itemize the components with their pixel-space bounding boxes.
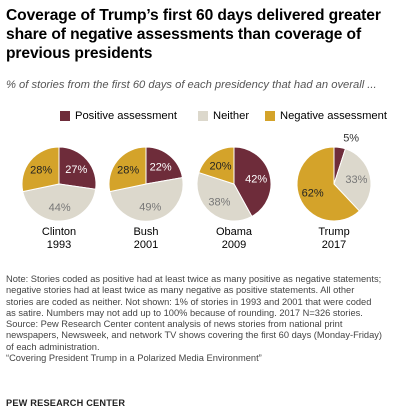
pie-label-trump-negative: 62% — [302, 187, 324, 199]
title-line: Coverage of Trump’s first 60 days delive… — [6, 7, 381, 24]
legend-swatch-positive — [60, 111, 70, 121]
pie-label-bush-neither: 49% — [139, 202, 161, 214]
pie-name-clinton: Clinton — [42, 226, 76, 238]
legend-label-neither: Neither — [213, 110, 250, 122]
pie-year-bush: 2001 — [134, 239, 158, 251]
pie-slice-obama-negative — [198, 146, 235, 185]
pie-slice-clinton-negative — [21, 146, 60, 193]
legend: Positive assessment Neither Negative ass… — [0, 110, 415, 124]
pie-slice-bush-positive — [145, 146, 184, 185]
title-line: previous presidents — [6, 45, 153, 62]
pie-slice-clinton-neither — [22, 183, 97, 222]
note-line: Source: Pew Research Center content anal… — [6, 319, 343, 330]
pie-year-obama: 2009 — [222, 239, 246, 251]
chart-note: Note: Stories coded as positive had at l… — [6, 274, 411, 364]
pie-label-bush-negative: 28% — [117, 165, 139, 177]
chart-subtitle: % of stories from the first 60 days of e… — [6, 79, 377, 91]
pie-year-clinton: 1993 — [47, 239, 71, 251]
pie-label-trump-positive: 5% — [343, 133, 359, 145]
note-line: “Covering President Trump in a Polarized… — [6, 353, 262, 364]
pie-slice-trump-negative — [296, 146, 361, 222]
brand-logo-text: PEW RESEARCH CENTER — [6, 398, 126, 408]
pie-name-bush: Bush — [133, 226, 158, 238]
pie-name-obama: Obama — [216, 226, 253, 238]
note-line: stories are coded as neither. Not shown:… — [6, 296, 372, 307]
pie-label-clinton-negative: 28% — [30, 165, 52, 177]
note-line: Note: Stories coded as positive had at l… — [6, 274, 382, 284]
legend-label-positive: Positive assessment — [75, 110, 177, 122]
pie-label-trump-neither: 33% — [345, 174, 367, 186]
pie-label-clinton-neither: 44% — [49, 202, 71, 214]
title-line: share of negative assessments than cover… — [6, 26, 362, 43]
pie-label-obama-negative: 20% — [209, 160, 231, 172]
note-line: of each administration. — [6, 341, 100, 352]
pie-slice-bush-neither — [109, 177, 184, 222]
pie-name-trump: Trump — [318, 226, 349, 238]
legend-label-negative: Negative assessment — [280, 110, 387, 122]
note-line: newspapers, Newsweek, and network TV sho… — [6, 330, 382, 341]
note-line: negative stories had at least twice as m… — [6, 285, 355, 296]
legend-item-positive: Positive assessment — [60, 110, 177, 122]
pie-label-obama-neither: 38% — [208, 197, 230, 209]
pie-slice-clinton-positive — [58, 146, 97, 190]
pie-slice-obama-positive — [233, 146, 272, 218]
legend-swatch-neither — [198, 111, 208, 121]
pie-year-trump: 2017 — [322, 239, 346, 251]
pie-slice-obama-neither — [196, 171, 253, 222]
pie-label-obama-positive: 42% — [245, 173, 267, 185]
pie-slice-bush-negative — [108, 146, 147, 193]
chart-title: Coverage of Trump’s first 60 days delive… — [6, 6, 406, 63]
pie-label-clinton-positive: 27% — [65, 164, 87, 176]
legend-item-negative: Negative assessment — [265, 110, 387, 122]
pie-slice-trump-neither — [333, 148, 372, 212]
legend-item-neither: Neither — [198, 110, 249, 122]
note-line: as satire. Numbers may not add up to 100… — [6, 307, 363, 318]
legend-swatch-negative — [265, 111, 275, 121]
pie-label-bush-positive: 22% — [150, 161, 172, 173]
